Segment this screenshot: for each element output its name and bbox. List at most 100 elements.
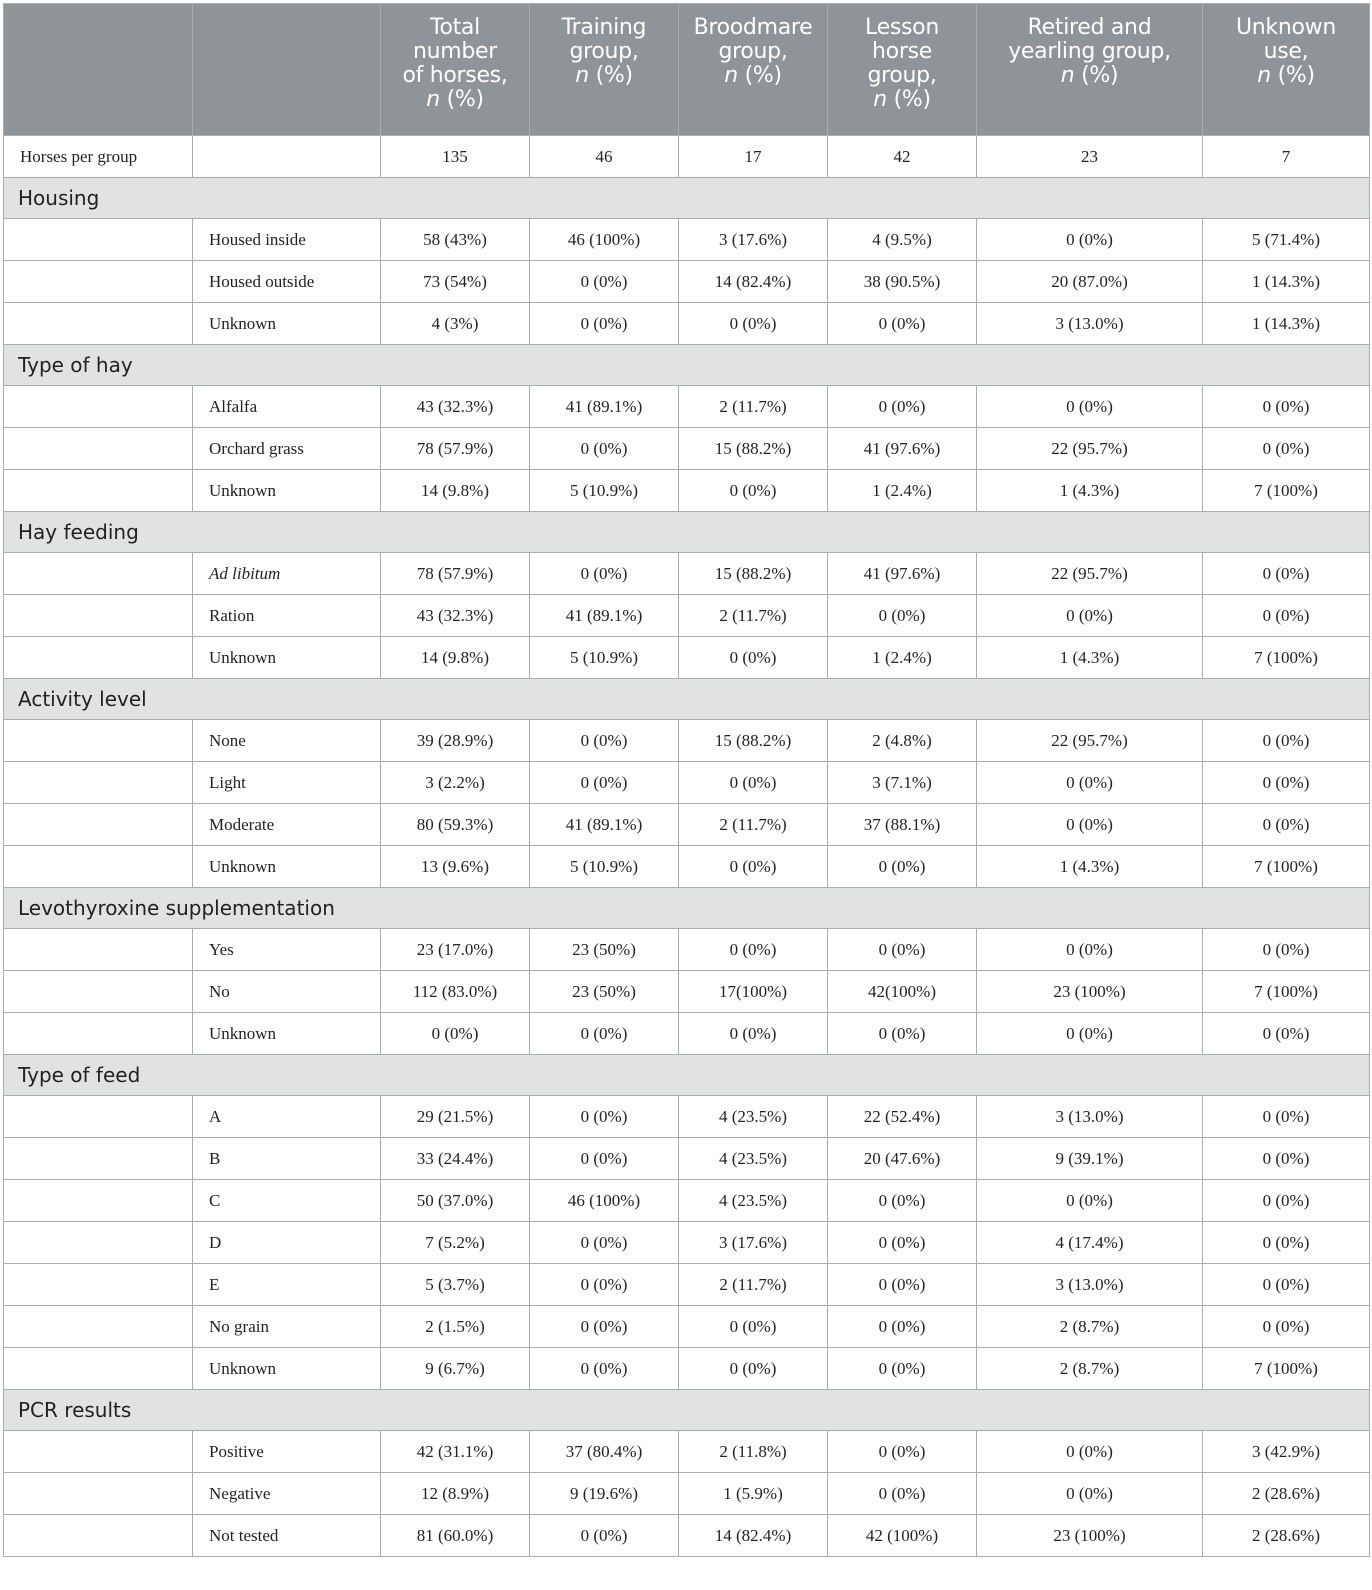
section-title: PCR results — [3, 1389, 1370, 1431]
cell-lesson: 42 (100%) — [827, 1514, 977, 1557]
blank-cell — [3, 1263, 193, 1306]
cell-retired: 0 (0%) — [976, 761, 1203, 804]
table-row: B 33 (24.4%) 0 (0%) 4 (23.5%) 20 (47.6%) 9 (3… — [3, 1137, 1370, 1180]
cell-lesson: 3 (7.1%) — [827, 761, 977, 804]
cell-total: 33 (24.4%) — [380, 1137, 530, 1180]
cell-retired: 2 (8.7%) — [976, 1305, 1203, 1348]
header-line: of horses, — [402, 63, 508, 88]
cell-retired: 23 (100%) — [976, 970, 1203, 1013]
cell-lesson: 0 (0%) — [827, 1012, 977, 1055]
cell-total: 58 (43%) — [380, 218, 530, 261]
header-line: Broodmare — [693, 15, 813, 40]
cell-training: 0 (0%) — [529, 1263, 679, 1306]
header-n-pct: n (%) — [679, 64, 827, 88]
header-unknown-use: Unknown use, n (%) — [1202, 3, 1370, 136]
cell-total: 13 (9.6%) — [380, 845, 530, 888]
header-n-pct: n (%) — [828, 88, 976, 112]
cell-total: 135 — [380, 135, 530, 178]
header-pct: (%) — [886, 87, 931, 112]
row-label: Moderate — [192, 803, 381, 846]
cell-training: 9 (19.6%) — [529, 1472, 679, 1515]
row-label: Housed outside — [192, 260, 381, 303]
cell-retired: 0 (0%) — [976, 594, 1203, 637]
row-label: Ration — [192, 594, 381, 637]
header-n-pct: n (%) — [1203, 64, 1369, 88]
cell-training: 0 (0%) — [529, 552, 679, 595]
cell-total: 43 (32.3%) — [380, 594, 530, 637]
header-retired: Retired and yearling group, n (%) — [976, 3, 1203, 136]
row-label: Horses per group — [3, 135, 193, 178]
table-row: No 112 (83.0%) 23 (50%) 17(100%) 42(100%) 23 … — [3, 970, 1370, 1013]
blank-cell — [3, 260, 193, 303]
cell-training: 0 (0%) — [529, 1305, 679, 1348]
row-label: No grain — [192, 1305, 381, 1348]
table-row: Not tested 81 (60.0%) 0 (0%) 14 (82.4%) 42 (… — [3, 1514, 1370, 1557]
cell-lesson: 0 (0%) — [827, 1305, 977, 1348]
cell-broodmare: 4 (23.5%) — [678, 1179, 828, 1222]
cell-broodmare: 2 (11.7%) — [678, 594, 828, 637]
cell-retired: 0 (0%) — [976, 218, 1203, 261]
cell-training: 0 (0%) — [529, 1095, 679, 1138]
blank-cell — [3, 1514, 193, 1557]
header-line: yearling group, — [1008, 39, 1171, 64]
cell-unknown-use: 0 (0%) — [1202, 1095, 1370, 1138]
header-blank-1 — [3, 3, 193, 136]
cell-broodmare: 15 (88.2%) — [678, 427, 828, 470]
cell-training: 41 (89.1%) — [529, 594, 679, 637]
cell-total: 7 (5.2%) — [380, 1221, 530, 1264]
row-label: Unknown — [192, 302, 381, 345]
table-row: No grain 2 (1.5%) 0 (0%) 0 (0%) 0 (0%) 2 (8.7… — [3, 1305, 1370, 1348]
cell-lesson: 0 (0%) — [827, 1472, 977, 1515]
blank-cell — [3, 302, 193, 345]
blank-cell — [3, 719, 193, 762]
cell-unknown-use: 7 (100%) — [1202, 970, 1370, 1013]
header-blank-2 — [192, 3, 381, 136]
cell-lesson: 41 (97.6%) — [827, 552, 977, 595]
row-label: Alfalfa — [192, 385, 381, 428]
cell-retired: 22 (95.7%) — [976, 552, 1203, 595]
cell-unknown-use: 0 (0%) — [1202, 928, 1370, 971]
table-row: C 50 (37.0%) 46 (100%) 4 (23.5%) 0 (0%) 0 (0%… — [3, 1179, 1370, 1222]
blank-cell — [3, 1095, 193, 1138]
cell-total: 23 (17.0%) — [380, 928, 530, 971]
table-row: Positive 42 (31.1%) 37 (80.4%) 2 (11.8%) 0 (… — [3, 1430, 1370, 1473]
cell-total: 73 (54%) — [380, 260, 530, 303]
header-pct: (%) — [737, 63, 782, 88]
cell-broodmare: 15 (88.2%) — [678, 719, 828, 762]
cell-broodmare: 17(100%) — [678, 970, 828, 1013]
cell-lesson: 38 (90.5%) — [827, 260, 977, 303]
cell-unknown-use: 0 (0%) — [1202, 1221, 1370, 1264]
cell-unknown-use: 2 (28.6%) — [1202, 1472, 1370, 1515]
blank-cell — [3, 427, 193, 470]
section-title: Hay feeding — [3, 511, 1370, 553]
blank-cell — [3, 636, 193, 679]
cell-total: 78 (57.9%) — [380, 427, 530, 470]
cell-total: 39 (28.9%) — [380, 719, 530, 762]
cell-lesson: 0 (0%) — [827, 1221, 977, 1264]
cell-retired: 3 (13.0%) — [976, 1263, 1203, 1306]
header-line: Unknown — [1235, 15, 1337, 40]
row-label: Unknown — [192, 469, 381, 512]
section-header-row: Type of hay — [3, 344, 1370, 386]
header-n: n — [1060, 63, 1075, 88]
table-row: Yes 23 (17.0%) 23 (50%) 0 (0%) 0 (0%) 0 (0%) 0… — [3, 928, 1370, 971]
cell-broodmare: 2 (11.7%) — [678, 803, 828, 846]
cell-broodmare: 0 (0%) — [678, 1347, 828, 1390]
header-line: Lesson — [865, 15, 939, 40]
blank-cell — [3, 1347, 193, 1390]
cell-lesson: 1 (2.4%) — [827, 469, 977, 512]
cell-unknown-use: 0 (0%) — [1202, 1012, 1370, 1055]
row-label: C — [192, 1179, 381, 1222]
table-row: Negative 12 (8.9%) 9 (19.6%) 1 (5.9%) 0 (0%)… — [3, 1472, 1370, 1515]
cell-training: 37 (80.4%) — [529, 1430, 679, 1473]
cell-retired: 1 (4.3%) — [976, 845, 1203, 888]
cell-training: 0 (0%) — [529, 1012, 679, 1055]
header-pct: (%) — [1270, 63, 1315, 88]
cell-lesson: 20 (47.6%) — [827, 1137, 977, 1180]
cell-broodmare: 2 (11.7%) — [678, 1263, 828, 1306]
cell-broodmare: 15 (88.2%) — [678, 552, 828, 595]
table-row: Ration 43 (32.3%) 41 (89.1%) 2 (11.7%) 0 (0%… — [3, 594, 1370, 637]
blank-cell — [3, 594, 193, 637]
table-row: None 39 (28.9%) 0 (0%) 15 (88.2%) 2 (4.8%) 22… — [3, 719, 1370, 762]
